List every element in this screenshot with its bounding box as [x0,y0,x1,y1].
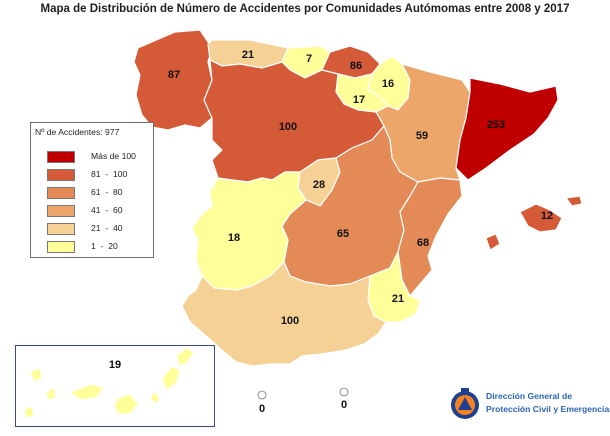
label-castilla-la-mancha: 65 [337,228,349,240]
legend-label: 81 - 100 [91,169,128,179]
legend-item: Más de 100 [47,151,151,165]
region-cataluna [455,77,559,181]
legend-label: 41 - 60 [91,205,123,215]
label-pais-vasco: 86 [350,60,362,72]
label-la-rioja: 17 [353,94,365,106]
region-andalucia [181,261,387,367]
legend-label: 21 - 40 [91,223,123,233]
legend-label: 1 - 20 [91,241,118,251]
label-extremadura: 18 [228,232,240,244]
label-madrid: 28 [313,179,325,191]
legend-item: 81 - 100 [47,169,151,183]
legend-swatch [47,223,75,235]
legend-label: 61 - 80 [91,187,123,197]
legend-swatch [47,187,75,199]
region-canarias [23,347,195,419]
region-melilla [339,387,349,397]
map-title: Mapa de Distribución de Número de Accide… [40,3,570,15]
legend: Nº de Accidentes: 977 Más de 100 81 - 10… [30,122,154,258]
label-cataluna: 253 [487,119,505,131]
legend-swatch [47,151,75,163]
legend-swatch [47,205,75,217]
region-galicia [133,29,213,131]
legend-label: Más de 100 [91,151,136,161]
label-murcia: 21 [392,293,404,305]
region-baleares [485,195,583,251]
proteccion-civil-logo-icon [451,388,479,419]
organization-line-2: Protección Civil y Emergencias [486,404,610,414]
legend-item: 61 - 80 [47,187,151,201]
region-valencia [397,177,463,297]
label-galicia: 87 [168,69,180,81]
organization-line-1: Dirección General de [486,391,572,401]
label-ceuta: 0 [259,403,265,415]
legend-item: 21 - 40 [47,223,151,237]
label-valencia: 68 [417,237,429,249]
label-canarias: 19 [109,359,121,371]
legend-header: Nº de Accidentes: 977 [35,127,120,137]
label-cantabria: 7 [306,53,312,65]
label-castilla-y-leon: 100 [279,121,297,133]
region-ceuta [257,390,267,400]
label-andalucia: 100 [281,315,299,327]
label-asturias: 21 [242,49,254,61]
canarias-inset-frame [15,345,215,427]
organization-name: Dirección General de Protección Civil y … [486,390,610,416]
legend-swatch [47,241,75,253]
legend-item: 41 - 60 [47,205,151,219]
label-melilla: 0 [341,399,347,411]
legend-swatch [47,169,75,181]
label-aragon: 59 [416,130,428,142]
legend-item: 1 - 20 [47,241,151,255]
label-baleares: 12 [541,210,553,222]
label-navarra: 16 [382,78,394,90]
